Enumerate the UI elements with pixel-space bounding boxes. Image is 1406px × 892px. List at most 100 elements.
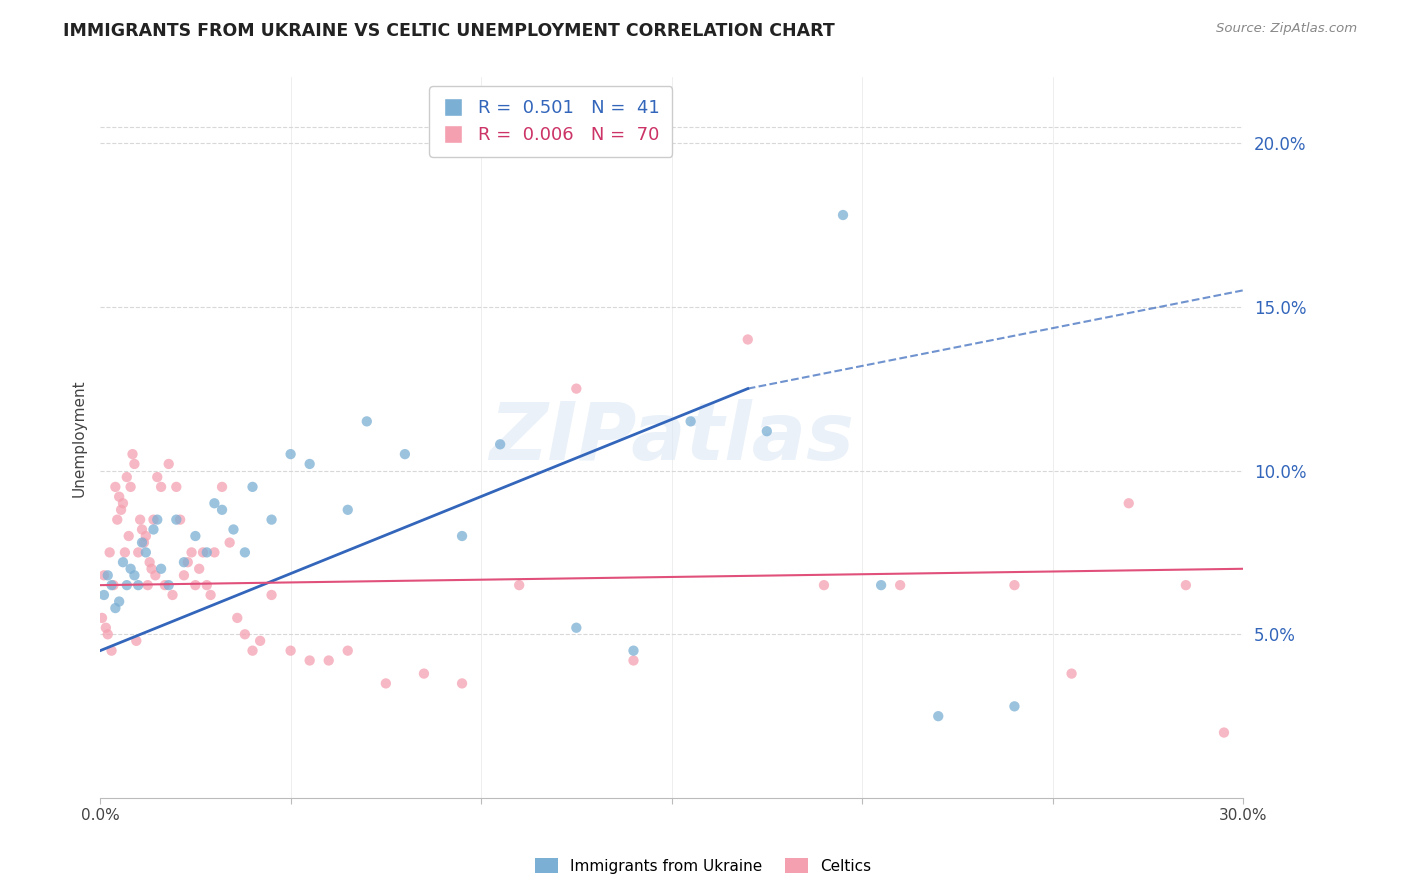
Point (1213, 725, 1236, 739)
Point (138, 555, 160, 569)
Point (111, 496, 134, 510)
Point (118, 529, 141, 543)
Point (97, 568, 120, 582)
Point (394, 447, 416, 461)
Point (127, 545, 149, 559)
Point (165, 513, 187, 527)
Point (737, 333, 759, 347)
Point (356, 414, 378, 428)
Point (374, 676, 396, 690)
Legend: Immigrants from Ukraine, Celtics: Immigrants from Ukraine, Celtics (529, 852, 877, 880)
Point (242, 480, 264, 494)
Point (623, 643, 645, 657)
Point (177, 555, 200, 569)
Point (260, 588, 283, 602)
Text: Source: ZipAtlas.com: Source: ZipAtlas.com (1216, 22, 1357, 36)
Point (889, 578, 911, 592)
Point (1004, 699, 1026, 714)
Point (298, 457, 321, 471)
Text: IMMIGRANTS FROM UKRAINE VS CELTIC UNEMPLOYMENT CORRELATION CHART: IMMIGRANTS FROM UKRAINE VS CELTIC UNEMPL… (63, 22, 835, 40)
Point (145, 568, 167, 582)
Point (93, 588, 115, 602)
Point (242, 643, 264, 657)
Point (157, 457, 180, 471)
Point (146, 513, 169, 527)
Point (226, 611, 249, 625)
Point (104, 480, 127, 494)
Point (173, 555, 195, 569)
Point (222, 523, 245, 537)
Point (489, 437, 512, 451)
Point (336, 643, 359, 657)
Y-axis label: Unemployment: Unemployment (72, 379, 86, 497)
Point (249, 633, 271, 648)
Point (103, 578, 125, 592)
Point (150, 480, 173, 494)
Point (318, 653, 340, 667)
Point (120, 562, 142, 576)
Point (135, 545, 157, 559)
Point (1060, 666, 1083, 681)
Point (153, 578, 176, 592)
Point (127, 578, 149, 592)
Point (150, 562, 173, 576)
Point (298, 653, 321, 667)
Point (204, 496, 226, 510)
Point (870, 578, 893, 592)
Point (218, 535, 240, 549)
Point (927, 709, 949, 723)
Point (94, 621, 117, 635)
Point (142, 513, 165, 527)
Point (142, 523, 165, 537)
Point (451, 676, 474, 690)
Point (162, 588, 184, 602)
Point (136, 578, 159, 592)
Point (451, 529, 474, 543)
Point (180, 545, 202, 559)
Point (204, 545, 226, 559)
Point (124, 457, 146, 471)
Point (565, 382, 588, 396)
Point (125, 633, 148, 648)
Text: ZIPatlas: ZIPatlas (489, 399, 853, 476)
Point (1004, 578, 1026, 592)
Point (755, 424, 778, 438)
Point (108, 490, 131, 504)
Point (100, 643, 122, 657)
Point (413, 666, 436, 681)
Point (280, 643, 302, 657)
Point (508, 578, 530, 592)
Point (120, 480, 142, 494)
Point (132, 535, 155, 549)
Point (129, 513, 152, 527)
Point (165, 480, 187, 494)
Point (169, 513, 191, 527)
Point (131, 523, 153, 537)
Point (195, 545, 218, 559)
Point (280, 447, 302, 461)
Point (135, 529, 157, 543)
Point (623, 653, 645, 667)
Point (98, 545, 121, 559)
Point (115, 578, 138, 592)
Point (1174, 578, 1197, 592)
Point (141, 562, 163, 576)
Point (191, 545, 214, 559)
Point (105, 513, 128, 527)
Point (184, 529, 207, 543)
Point (211, 480, 233, 494)
Point (260, 513, 283, 527)
Point (115, 470, 138, 484)
Point (195, 578, 218, 592)
Point (100, 578, 122, 592)
Point (91, 611, 114, 625)
Point (104, 601, 127, 615)
Point (157, 578, 180, 592)
Point (173, 568, 195, 582)
Point (114, 545, 136, 559)
Point (108, 594, 131, 608)
Point (832, 208, 855, 222)
Point (124, 568, 146, 582)
Point (131, 535, 153, 549)
Point (110, 503, 132, 517)
